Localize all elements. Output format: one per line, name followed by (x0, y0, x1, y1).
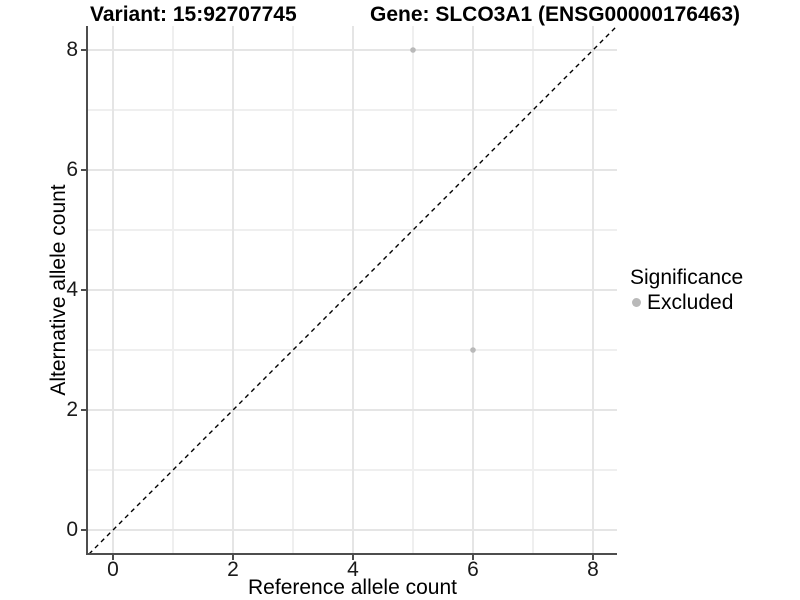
x-axis-title: Reference allele count (248, 576, 457, 599)
legend: Significance Excluded (628, 265, 743, 315)
y-tick-label: 2 (66, 398, 78, 421)
x-tick-label: 8 (587, 558, 599, 581)
x-tick-label: 0 (107, 558, 119, 581)
plot-panel (88, 25, 618, 555)
x-tick-mark (472, 555, 474, 560)
y-axis-title: Alternative allele count (47, 184, 70, 396)
major-gridline-horizontal (88, 49, 617, 51)
x-tick-label: 2 (227, 558, 239, 581)
y-tick-mark (81, 529, 86, 531)
y-tick-mark (81, 49, 86, 51)
variant-title: Variant: 15:92707745 (90, 3, 297, 26)
gene-title: Gene: SLCO3A1 (ENSG00000176463) (370, 3, 741, 26)
data-point (410, 47, 416, 53)
x-tick-mark (352, 555, 354, 560)
legend-item-label: Excluded (647, 291, 734, 314)
y-tick-label: 8 (66, 38, 78, 61)
major-gridline-vertical (592, 26, 594, 554)
data-point (470, 347, 476, 353)
x-tick-mark (112, 555, 114, 560)
x-axis-line (86, 553, 617, 555)
y-tick-mark (81, 289, 86, 291)
major-gridline-vertical (472, 26, 474, 554)
y-tick-label: 4 (66, 278, 78, 301)
y-tick-mark (81, 409, 86, 411)
y-tick-label: 0 (66, 518, 78, 541)
x-tick-mark (232, 555, 234, 560)
x-tick-label: 4 (347, 558, 359, 581)
y-axis-line (86, 26, 88, 555)
identity-dashed-line (88, 25, 618, 555)
x-tick-label: 6 (467, 558, 479, 581)
major-gridline-horizontal (88, 169, 617, 171)
legend-item-excluded: Excluded (628, 290, 743, 315)
y-tick-label: 6 (66, 158, 78, 181)
plot-geometry-layer (88, 25, 618, 555)
y-tick-mark (81, 169, 86, 171)
excluded-point-icon (632, 298, 641, 307)
major-gridline-vertical (352, 26, 354, 554)
x-tick-mark (592, 555, 594, 560)
legend-title: Significance (630, 266, 744, 289)
